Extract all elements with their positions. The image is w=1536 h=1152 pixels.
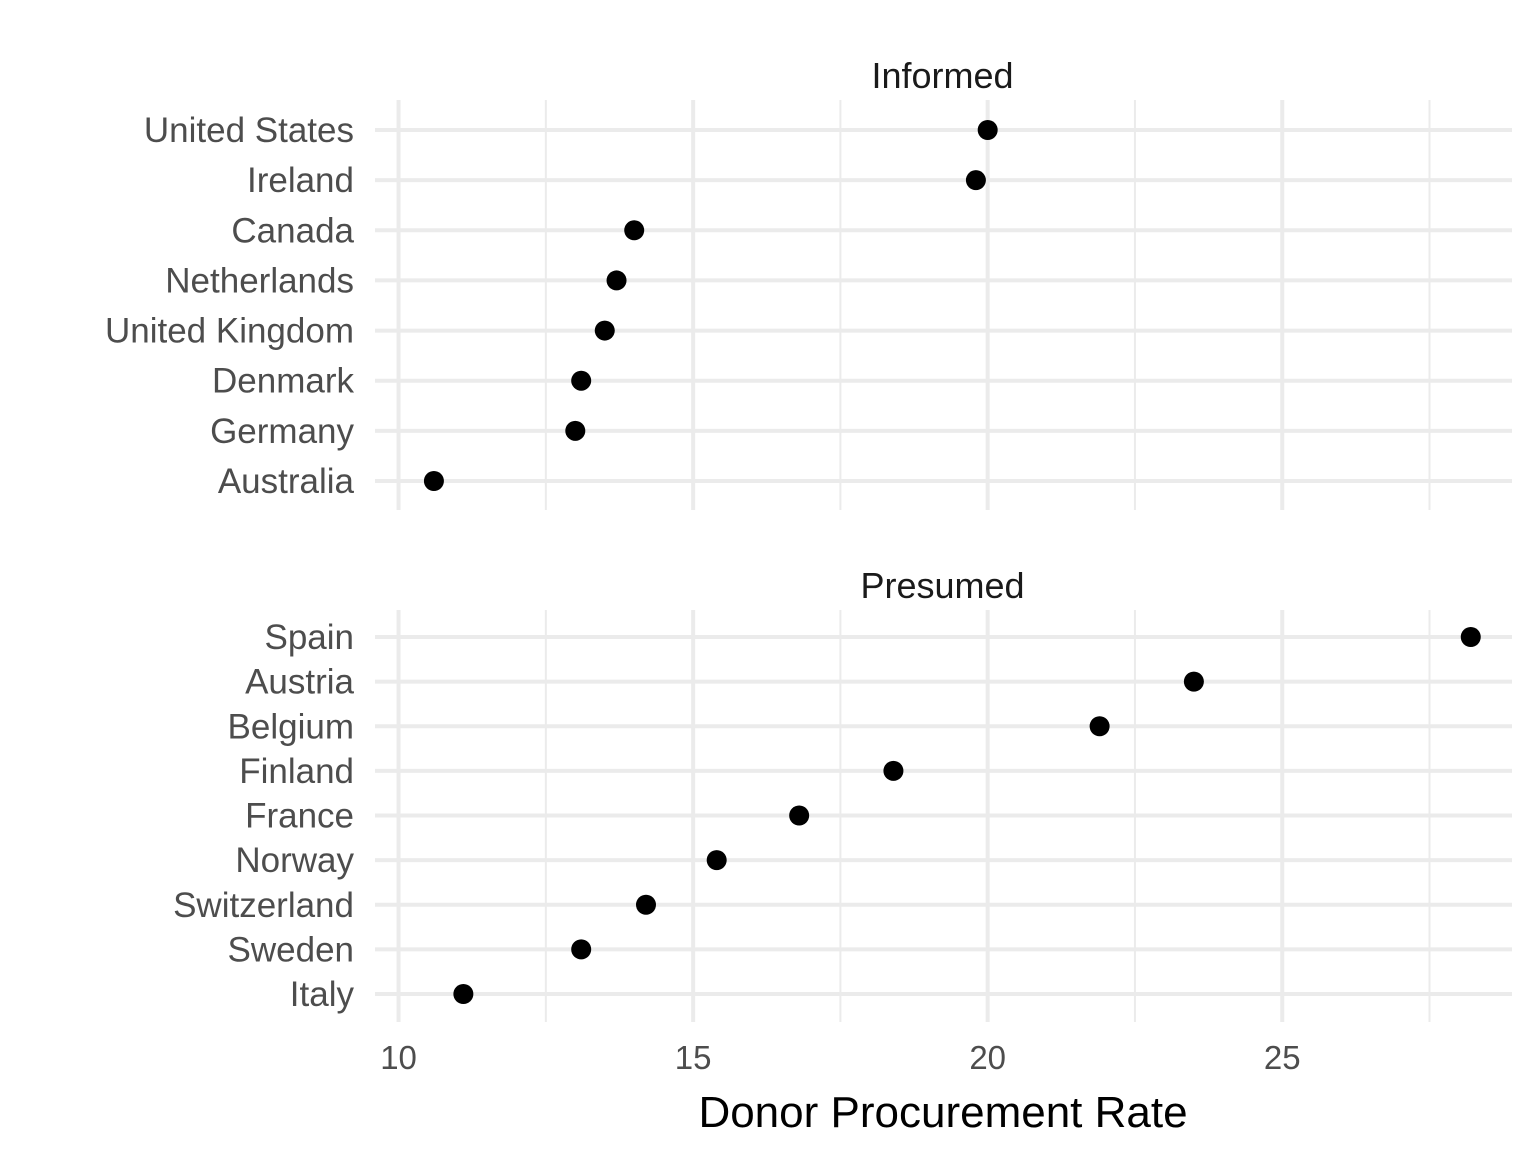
facet-panels: Informed United States Ireland Canada Nether… <box>105 55 1512 1022</box>
data-point <box>606 270 627 291</box>
y-tick-label: Australia <box>218 462 355 501</box>
y-tick-label: Norway <box>235 841 354 880</box>
x-tick-label: 25 <box>1264 1039 1301 1076</box>
facet-panel-presumed: Presumed Spain Austria Belgium Finland France… <box>173 565 1512 1022</box>
y-tick-label: Denmark <box>212 362 354 401</box>
data-point <box>1460 627 1481 647</box>
data-point <box>635 894 656 915</box>
facet-title: Informed <box>871 55 1013 96</box>
y-tick-label: Italy <box>290 975 355 1014</box>
data-point <box>453 984 474 1004</box>
y-tick-label: Switzerland <box>173 886 354 925</box>
data-point <box>565 420 586 441</box>
x-tick-label: 10 <box>380 1039 417 1076</box>
x-axis-title: Donor Procurement Rate <box>698 1088 1187 1137</box>
y-tick-label: United States <box>144 111 354 150</box>
y-tick-label: Sweden <box>228 930 354 969</box>
data-point <box>571 939 592 960</box>
y-tick-label: Germany <box>210 412 354 451</box>
y-tick-label: United Kingdom <box>105 312 354 351</box>
data-point <box>594 320 615 341</box>
y-tick-label: Austria <box>245 663 354 702</box>
y-tick-label: Finland <box>239 752 354 791</box>
data-point <box>789 805 810 826</box>
data-point <box>1183 671 1204 692</box>
data-point <box>423 471 444 491</box>
y-tick-label: Canada <box>231 211 354 250</box>
y-tick-label: Ireland <box>247 161 354 200</box>
facet-title: Presumed <box>860 565 1024 606</box>
facet-panel-informed: Informed United States Ireland Canada Nether… <box>105 55 1512 510</box>
data-point <box>883 760 904 781</box>
data-point <box>977 120 998 140</box>
x-tick-label: 15 <box>675 1039 712 1076</box>
data-point <box>1089 716 1110 737</box>
data-point <box>965 170 986 191</box>
x-axis: 10 15 20 25 <box>380 1039 1300 1076</box>
data-point <box>624 220 645 241</box>
y-tick-label: Netherlands <box>165 261 354 300</box>
y-tick-label: Spain <box>264 618 354 657</box>
y-tick-label: France <box>245 797 354 836</box>
data-point <box>706 850 727 871</box>
y-tick-label: Belgium <box>228 707 354 746</box>
data-point <box>571 370 592 391</box>
x-tick-label: 20 <box>969 1039 1006 1076</box>
